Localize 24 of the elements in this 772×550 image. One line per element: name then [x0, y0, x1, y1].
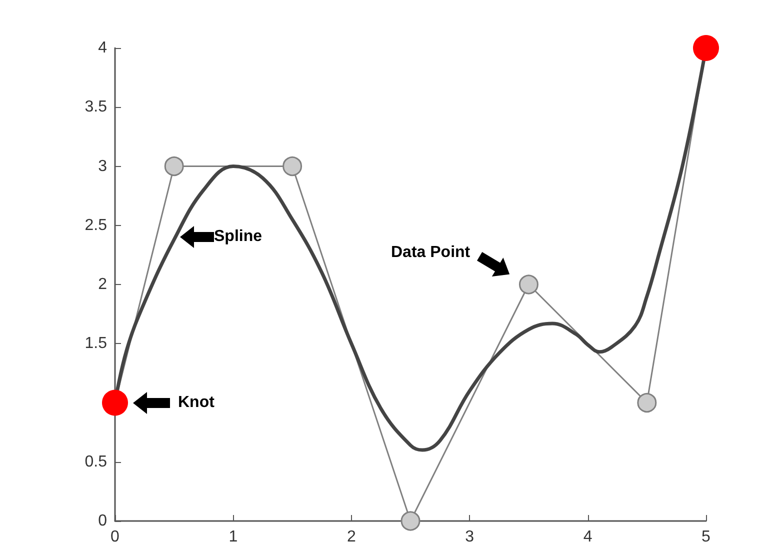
y-tick-label: 1.5: [84, 335, 108, 352]
point: [693, 35, 719, 61]
point: [282, 156, 302, 176]
y-tick-label: 0: [98, 512, 108, 530]
y-tick-label: 4: [98, 40, 108, 56]
x-tick-label: 0: [110, 528, 120, 546]
point: [637, 393, 657, 412]
point: [400, 511, 420, 531]
point: [102, 390, 128, 416]
annotation: Spline: [214, 228, 262, 246]
x-tick-label: 2: [346, 528, 356, 546]
x-tick-label: 5: [702, 528, 711, 546]
x-tick-label: 1: [228, 528, 238, 546]
y-tick-label: 2: [98, 276, 108, 293]
annotation: Data Point: [391, 244, 470, 262]
y-tick-label: 3: [98, 158, 108, 175]
x-tick-label: 3: [465, 528, 474, 546]
point: [164, 156, 184, 176]
point: [518, 274, 538, 294]
annotation: Knot: [178, 394, 214, 412]
y-tick-label: 3.5: [84, 98, 108, 116]
y-tick-label: 0.5: [84, 453, 108, 470]
y-tick-label: 2.5: [84, 216, 108, 234]
x-tick-label: 4: [583, 528, 592, 546]
